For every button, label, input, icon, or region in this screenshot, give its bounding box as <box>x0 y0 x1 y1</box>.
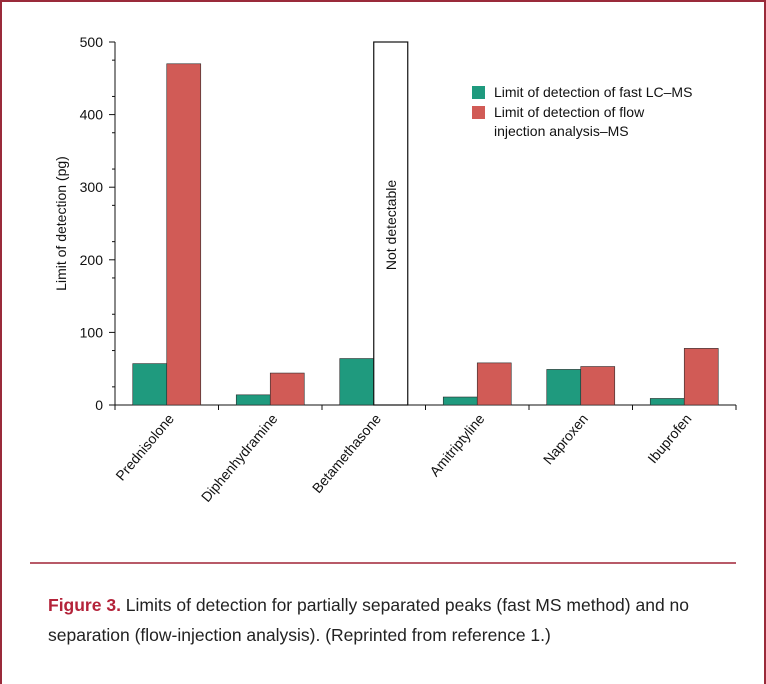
chart-bars <box>132 41 719 406</box>
x-tick-label: Naproxen <box>540 411 591 468</box>
x-tick-label: Prednisolone <box>112 410 177 483</box>
not-detectable-box <box>373 41 409 406</box>
x-tick-label: Betamethasone <box>309 410 384 496</box>
x-tick-label: Amitriptyline <box>426 410 487 479</box>
bar-fast-lcms <box>649 398 685 406</box>
bar-fast-lcms <box>546 369 582 406</box>
figure-caption: Figure 3. Limits of detection for partia… <box>48 590 738 650</box>
bar-fast-lcms <box>132 363 168 406</box>
bar-fia-ms <box>580 366 616 406</box>
caption-label: Figure 3. <box>48 595 121 615</box>
y-tick-label: 100 <box>80 324 104 340</box>
y-tick-label: 0 <box>95 397 103 413</box>
chart-axes <box>109 41 737 410</box>
bar-fast-lcms <box>339 358 375 406</box>
legend-swatch <box>472 86 485 99</box>
caption-divider <box>30 562 736 564</box>
y-tick-label: 200 <box>80 252 104 268</box>
legend-swatch <box>472 106 485 119</box>
caption-text: Limits of detection for partially separa… <box>48 595 690 645</box>
bar-fia-ms <box>269 372 305 406</box>
bar-fia-ms <box>166 63 202 406</box>
x-tick-label: Diphenhydramine <box>198 410 281 505</box>
legend-label: Limit of detection of fast LC–MS <box>494 84 692 100</box>
bar-fia-ms <box>476 362 512 406</box>
y-tick-label: 500 <box>80 34 104 50</box>
legend-label: Limit of detection of flow <box>494 104 645 120</box>
bar-chart: 0 100 200 300 400 500 Limit of detection (pg) P… <box>53 34 737 505</box>
not-detectable-label: Not detectable <box>383 180 399 270</box>
y-tick-label: 400 <box>80 107 104 123</box>
bar-fia-ms <box>683 348 719 406</box>
y-axis-label: Limit of detection (pg) <box>53 156 69 291</box>
chart-legend: Limit of detection of fast LC–MS Limit of… <box>472 84 692 139</box>
y-tick-label: 300 <box>80 179 104 195</box>
legend-label: injection analysis–MS <box>494 123 629 139</box>
bar-fast-lcms <box>235 394 271 406</box>
bar-fast-lcms <box>442 396 478 406</box>
x-tick-label: Ibuprofen <box>644 411 694 467</box>
